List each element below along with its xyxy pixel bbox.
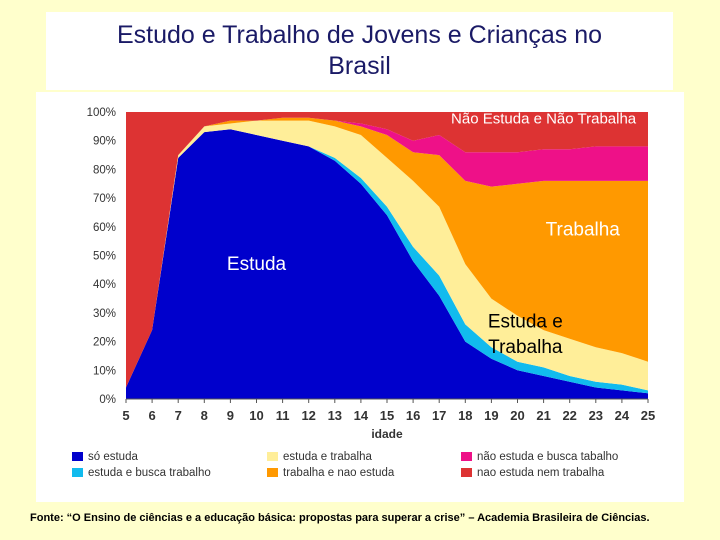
- chart-axes: 0% 10% 20% 30% 40% 50% 60% 70% 80% 90% 100% 5 6 7 8 9 10…: [87, 107, 656, 441]
- x-tick-label: 19: [484, 408, 498, 423]
- y-tick-label: 0%: [99, 394, 116, 406]
- x-tick-label: 24: [615, 408, 630, 423]
- y-tick-label: 40%: [93, 279, 116, 291]
- y-tick-label: 60%: [93, 222, 116, 234]
- title-box: [46, 12, 673, 90]
- area-estuda-e-trabalha: [126, 120, 648, 391]
- x-tick-label: 10: [249, 408, 263, 423]
- chart-legend: só estuda estuda e busca trabalho estuda e…: [72, 451, 618, 479]
- chart-annotation: Trabalha: [546, 219, 621, 240]
- title-line-1: Estudo e Trabalho de Jovens e Crianças n…: [116, 21, 603, 49]
- source-note: Fonte: “O Ensino de ciências e a educaçã…: [30, 512, 650, 524]
- legend-label: estuda e trabalha: [283, 451, 372, 463]
- chart-annotation: Estuda: [227, 254, 287, 275]
- x-tick-label: 23: [589, 408, 603, 423]
- page-title: Estudo e Trabalho de Jovens e Crianças n…: [46, 20, 673, 82]
- x-tick-label: 20: [510, 408, 524, 423]
- x-tick-label: 15: [380, 408, 394, 423]
- x-tick-label: 16: [406, 408, 420, 423]
- x-tick-label: 25: [641, 408, 655, 423]
- x-tick-label: 22: [562, 408, 576, 423]
- legend-swatch: [461, 452, 472, 461]
- y-tick-label: 80%: [93, 164, 116, 176]
- x-tick-label: 8: [201, 408, 208, 423]
- title-line-2: Brasil: [328, 52, 391, 80]
- legend-swatch: [72, 468, 83, 477]
- x-tick-label: 13: [328, 408, 342, 423]
- y-tick-label: 90%: [93, 136, 116, 148]
- legend-label: não estuda e busca tabalho: [477, 451, 618, 463]
- x-tick-label: 21: [536, 408, 550, 423]
- legend-label: estuda e busca trabalho: [88, 467, 211, 479]
- area-s-estuda: [126, 129, 648, 399]
- legend-swatch: [267, 468, 278, 477]
- y-tick-label: 20%: [93, 337, 116, 349]
- legend-swatch: [267, 452, 278, 461]
- x-tick-label: 11: [276, 408, 290, 423]
- legend-label: trabalha e nao estuda: [283, 467, 395, 479]
- x-tick-label: 5: [122, 408, 129, 423]
- x-tick-label: 14: [354, 408, 369, 423]
- legend-label: só estuda: [88, 451, 138, 463]
- area-nao-estuda-nem-trabalha: [126, 112, 648, 388]
- chart-areas: [126, 112, 648, 399]
- y-tick-label: 100%: [87, 107, 116, 119]
- y-tick-label: 10%: [93, 365, 116, 377]
- x-tick-label: 18: [458, 408, 472, 423]
- x-axis-label: idade: [371, 427, 403, 441]
- y-tick-label: 50%: [93, 251, 116, 263]
- chart-annotation: Trabalha: [488, 337, 563, 358]
- x-tick-label: 6: [148, 408, 155, 423]
- area-trabalha-e-nao-estuda: [126, 117, 648, 388]
- x-tick-label: 9: [227, 408, 234, 423]
- legend-label: nao estuda nem trabalha: [477, 467, 605, 479]
- chart-annotation: Estuda e: [488, 311, 563, 332]
- chart-annotation: Não Estuda e Não Trabalha: [451, 110, 637, 127]
- y-tick-label: 30%: [93, 308, 116, 320]
- x-tick-label: 12: [301, 408, 315, 423]
- x-tick-label: 7: [175, 408, 182, 423]
- legend-swatch: [461, 468, 472, 477]
- x-tick-label: 17: [432, 408, 446, 423]
- legend-swatch: [72, 452, 83, 461]
- chart-annotations: Não Estuda e Não Trabalha Trabalha Estuda E…: [227, 110, 637, 358]
- y-tick-label: 70%: [93, 193, 116, 205]
